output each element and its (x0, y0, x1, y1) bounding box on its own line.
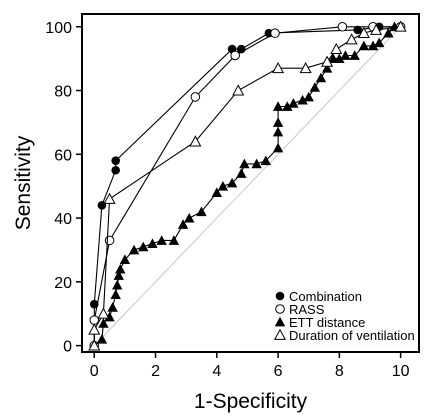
point-ett-distance (147, 238, 158, 249)
point-duration-of-ventilation (272, 61, 285, 74)
y-tick-label: 80 (54, 84, 72, 101)
point-ett-distance (367, 40, 379, 51)
point-ett-distance (303, 91, 314, 102)
point-duration-of-ventilation (321, 55, 334, 67)
point-ett-distance (128, 244, 140, 255)
y-tick-label: 100 (45, 20, 72, 37)
point-duration-of-ventilation (232, 84, 245, 96)
point-ett-distance (297, 94, 308, 105)
point-ett-distance (226, 177, 238, 188)
legend-label-ett-distance: ETT distance (289, 315, 365, 330)
point-duration-of-ventilation (345, 33, 358, 45)
point-ett-distance (340, 50, 351, 60)
point-duration-of-ventilation (189, 135, 202, 147)
point-ett-distance (104, 311, 115, 322)
point-ett-distance (107, 302, 118, 312)
point-ett-distance (251, 158, 262, 169)
x-tick-label: 8 (335, 363, 344, 380)
x-axis-title: 1-Specificity (194, 390, 308, 413)
plot-frame (81, 13, 420, 353)
point-ett-distance (321, 63, 333, 73)
point-duration-of-ventilation (88, 323, 101, 335)
point-ett-distance (211, 187, 222, 197)
y-tick-label: 60 (54, 147, 72, 164)
point-ett-distance (349, 50, 360, 60)
point-ett-distance (115, 263, 126, 274)
point-ett-distance (260, 155, 272, 166)
point-ett-distance (177, 219, 189, 229)
point-duration-of-ventilation (88, 339, 101, 351)
y-tick-label: 0 (63, 339, 72, 356)
y-tick-label: 40 (54, 211, 72, 228)
point-duration-of-ventilation (330, 42, 343, 54)
y-axis-title: Sensitivity (12, 135, 35, 230)
legend-marker-ett-distance (274, 316, 286, 327)
point-ett-distance (98, 318, 109, 328)
point-ett-distance (358, 40, 370, 51)
point-ett-distance (272, 142, 284, 153)
legend-label-duration-of-ventilation: Duration of ventilation (289, 328, 415, 343)
point-duration-of-ventilation (370, 23, 383, 35)
point-ett-distance (110, 289, 121, 300)
reference-diagonal (93, 26, 401, 346)
point-rass (104, 235, 115, 246)
x-tick-label: 2 (151, 363, 160, 380)
point-ett-distance (282, 101, 293, 111)
point-ett-distance (383, 27, 394, 38)
x-tick-label: 6 (274, 363, 283, 380)
legend-label-combination: Combination (289, 289, 362, 304)
point-ett-distance (239, 158, 250, 169)
point-ett-distance (272, 126, 284, 137)
series-layer (88, 20, 407, 351)
point-rass (89, 315, 100, 325)
point-ett-distance (113, 270, 124, 280)
legend-marker-combination (275, 291, 285, 301)
point-ett-distance (373, 37, 385, 48)
point-ett-distance (272, 101, 284, 111)
point-duration-of-ventilation (357, 26, 370, 39)
point-combination (353, 25, 363, 35)
point-ett-distance (96, 334, 108, 344)
point-combination (111, 156, 120, 165)
point-combination (111, 165, 120, 175)
point-ett-distance (309, 82, 321, 92)
point-duration-of-ventilation (103, 192, 116, 204)
point-ett-distance (288, 98, 299, 108)
point-ett-distance (272, 117, 284, 127)
reference-line-layer (93, 26, 401, 346)
point-ett-distance (217, 180, 229, 191)
x-tick-label: 0 (90, 363, 99, 380)
point-rass (230, 50, 240, 61)
point-duration-of-ventilation (299, 61, 312, 74)
point-ett-distance (196, 206, 207, 217)
legend-marker-duration-of-ventilation (273, 328, 287, 340)
legend-marker-rass (275, 304, 285, 314)
point-ett-distance (334, 53, 345, 64)
legend-label-rass: RASS (289, 302, 325, 317)
x-tick-label: 4 (212, 363, 221, 380)
point-duration-of-ventilation (394, 20, 407, 32)
point-ett-distance (119, 254, 131, 264)
x-tick-label: 10 (392, 363, 410, 380)
point-duration-of-ventilation (97, 307, 110, 319)
point-ett-distance (184, 212, 195, 223)
point-rass (190, 92, 201, 102)
point-ett-distance (138, 241, 149, 252)
point-ett-distance (112, 279, 123, 290)
point-rass (270, 28, 280, 38)
series-duration-of-ventilation (88, 20, 407, 351)
point-ett-distance (168, 235, 180, 245)
point-ett-distance (156, 235, 167, 245)
point-ett-distance (236, 168, 247, 178)
point-ett-distance (315, 72, 327, 83)
y-tick-label: 20 (54, 275, 72, 292)
point-rass (337, 21, 348, 32)
